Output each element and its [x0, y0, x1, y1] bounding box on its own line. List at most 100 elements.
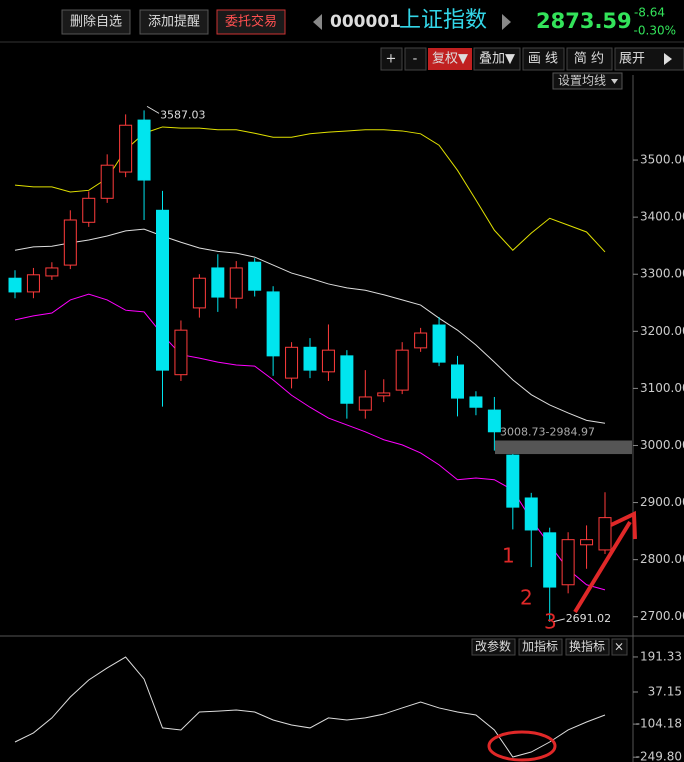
gap-label: 3008.73-2984.97: [500, 425, 595, 438]
tool-label[interactable]: 展开: [619, 52, 645, 67]
candle-body: [26, 274, 40, 293]
change-pct: -0.30%: [634, 24, 676, 38]
candle-body: [561, 539, 575, 586]
y-tick-label: 2800.00: [640, 552, 684, 566]
prev-arrow[interactable]: [313, 14, 322, 30]
candle-body: [598, 517, 612, 551]
candle-body: [303, 346, 317, 371]
candle-body: [414, 332, 428, 349]
candle-body: [45, 267, 59, 277]
button-label[interactable]: 委托交易: [225, 14, 277, 30]
candle-body: [229, 267, 243, 299]
arrow-head: [610, 510, 637, 540]
high-label: 3587.03: [160, 108, 206, 121]
ma-line: [14, 228, 606, 424]
candle-body: [395, 349, 409, 391]
stock-name: 上证指数: [399, 8, 487, 33]
candle-body: [580, 539, 594, 546]
y-tick-label: 3300.00: [640, 267, 684, 281]
tool-button[interactable]: [473, 47, 521, 71]
candle-body: [192, 277, 206, 309]
y-tick-label: 3000.00: [640, 438, 684, 452]
indicator-line: [14, 656, 606, 758]
candle-body: [487, 409, 501, 433]
tool-button[interactable]: [566, 47, 613, 71]
label-pointer: [552, 618, 565, 623]
y-tick-label: -249.80: [636, 750, 682, 762]
close-button[interactable]: [611, 638, 628, 656]
candle-body: [119, 124, 133, 173]
toolbar: + - 复权▼ 叠加▼ 画 线 简 约 展开: [380, 47, 684, 71]
y-tick-label: 3500.00: [640, 153, 684, 167]
tool-label[interactable]: 画 线: [528, 52, 558, 67]
marker: 3: [544, 610, 557, 634]
y-tick-label: 37.15: [648, 684, 682, 698]
candle-body: [377, 392, 391, 397]
low-label: 2691.02: [566, 612, 612, 625]
tool-button[interactable]: [404, 47, 427, 71]
dropdown-arrow: [611, 79, 618, 84]
arrow: [573, 520, 632, 614]
expand-arrow: [664, 53, 672, 65]
candle-body: [340, 355, 354, 404]
candle-body: [248, 261, 262, 291]
button[interactable]: [216, 9, 286, 35]
ma-button[interactable]: [552, 72, 623, 90]
tool-button[interactable]: [428, 48, 472, 70]
y-tick-label: 3100.00: [640, 381, 684, 395]
tool-label[interactable]: 复权▼: [432, 51, 468, 67]
label-pointer: [146, 105, 160, 114]
y-tick-label: 2700.00: [640, 609, 684, 623]
indicator-button[interactable]: [518, 638, 563, 656]
candle-body: [82, 197, 96, 223]
button-label[interactable]: 添加提醒: [148, 14, 200, 30]
tool-button[interactable]: [614, 47, 684, 71]
change: -8.64: [634, 6, 665, 20]
button-label[interactable]: 删除自选: [70, 15, 122, 30]
candle-body: [432, 324, 446, 363]
candle-body: [156, 209, 169, 371]
y-tick-label: 191.33: [640, 649, 682, 663]
indicator-label[interactable]: 换指标: [569, 639, 605, 654]
y-tick-label: 3200.00: [640, 324, 684, 338]
tool-label[interactable]: +: [386, 52, 397, 67]
candle-body: [451, 364, 464, 399]
indicator-button[interactable]: [565, 638, 610, 656]
tool-button[interactable]: [380, 47, 403, 71]
candle-body: [358, 396, 372, 411]
y-tick-label: 3400.00: [640, 210, 684, 224]
candle-body: [63, 219, 77, 266]
candle-body: [543, 532, 557, 588]
candle-body: [321, 349, 335, 373]
price: 2873.59: [536, 9, 632, 33]
tool-label[interactable]: -: [413, 52, 418, 67]
ma-label[interactable]: 设置均线: [558, 74, 606, 88]
candle-body: [8, 277, 22, 293]
candle-body: [100, 164, 114, 199]
candle-body: [506, 454, 520, 508]
gap-band: [495, 440, 632, 455]
tool-label[interactable]: 叠加▼: [479, 52, 515, 67]
next-arrow[interactable]: [502, 14, 511, 30]
candle-body: [137, 119, 151, 181]
button[interactable]: [61, 9, 131, 35]
candle-body: [174, 329, 188, 376]
candle-body: [469, 396, 483, 408]
tool-button[interactable]: [522, 47, 565, 71]
candle-body: [266, 291, 280, 357]
indicator-button[interactable]: [471, 638, 516, 656]
indicator-label[interactable]: 改参数: [475, 639, 511, 654]
marker: 1: [502, 544, 515, 568]
indicator-label[interactable]: 加指标: [522, 639, 558, 654]
y-tick-label: 2900.00: [640, 495, 684, 509]
candle-body: [285, 346, 299, 379]
candle-body: [524, 497, 538, 531]
circle: [487, 730, 557, 762]
stock-code: 000001: [330, 12, 401, 32]
close-label[interactable]: ×: [614, 640, 624, 654]
candle-body: [211, 267, 225, 298]
button[interactable]: [139, 9, 209, 35]
y-tick-label: -104.18: [636, 717, 682, 731]
tool-label[interactable]: 简 约: [574, 51, 604, 67]
